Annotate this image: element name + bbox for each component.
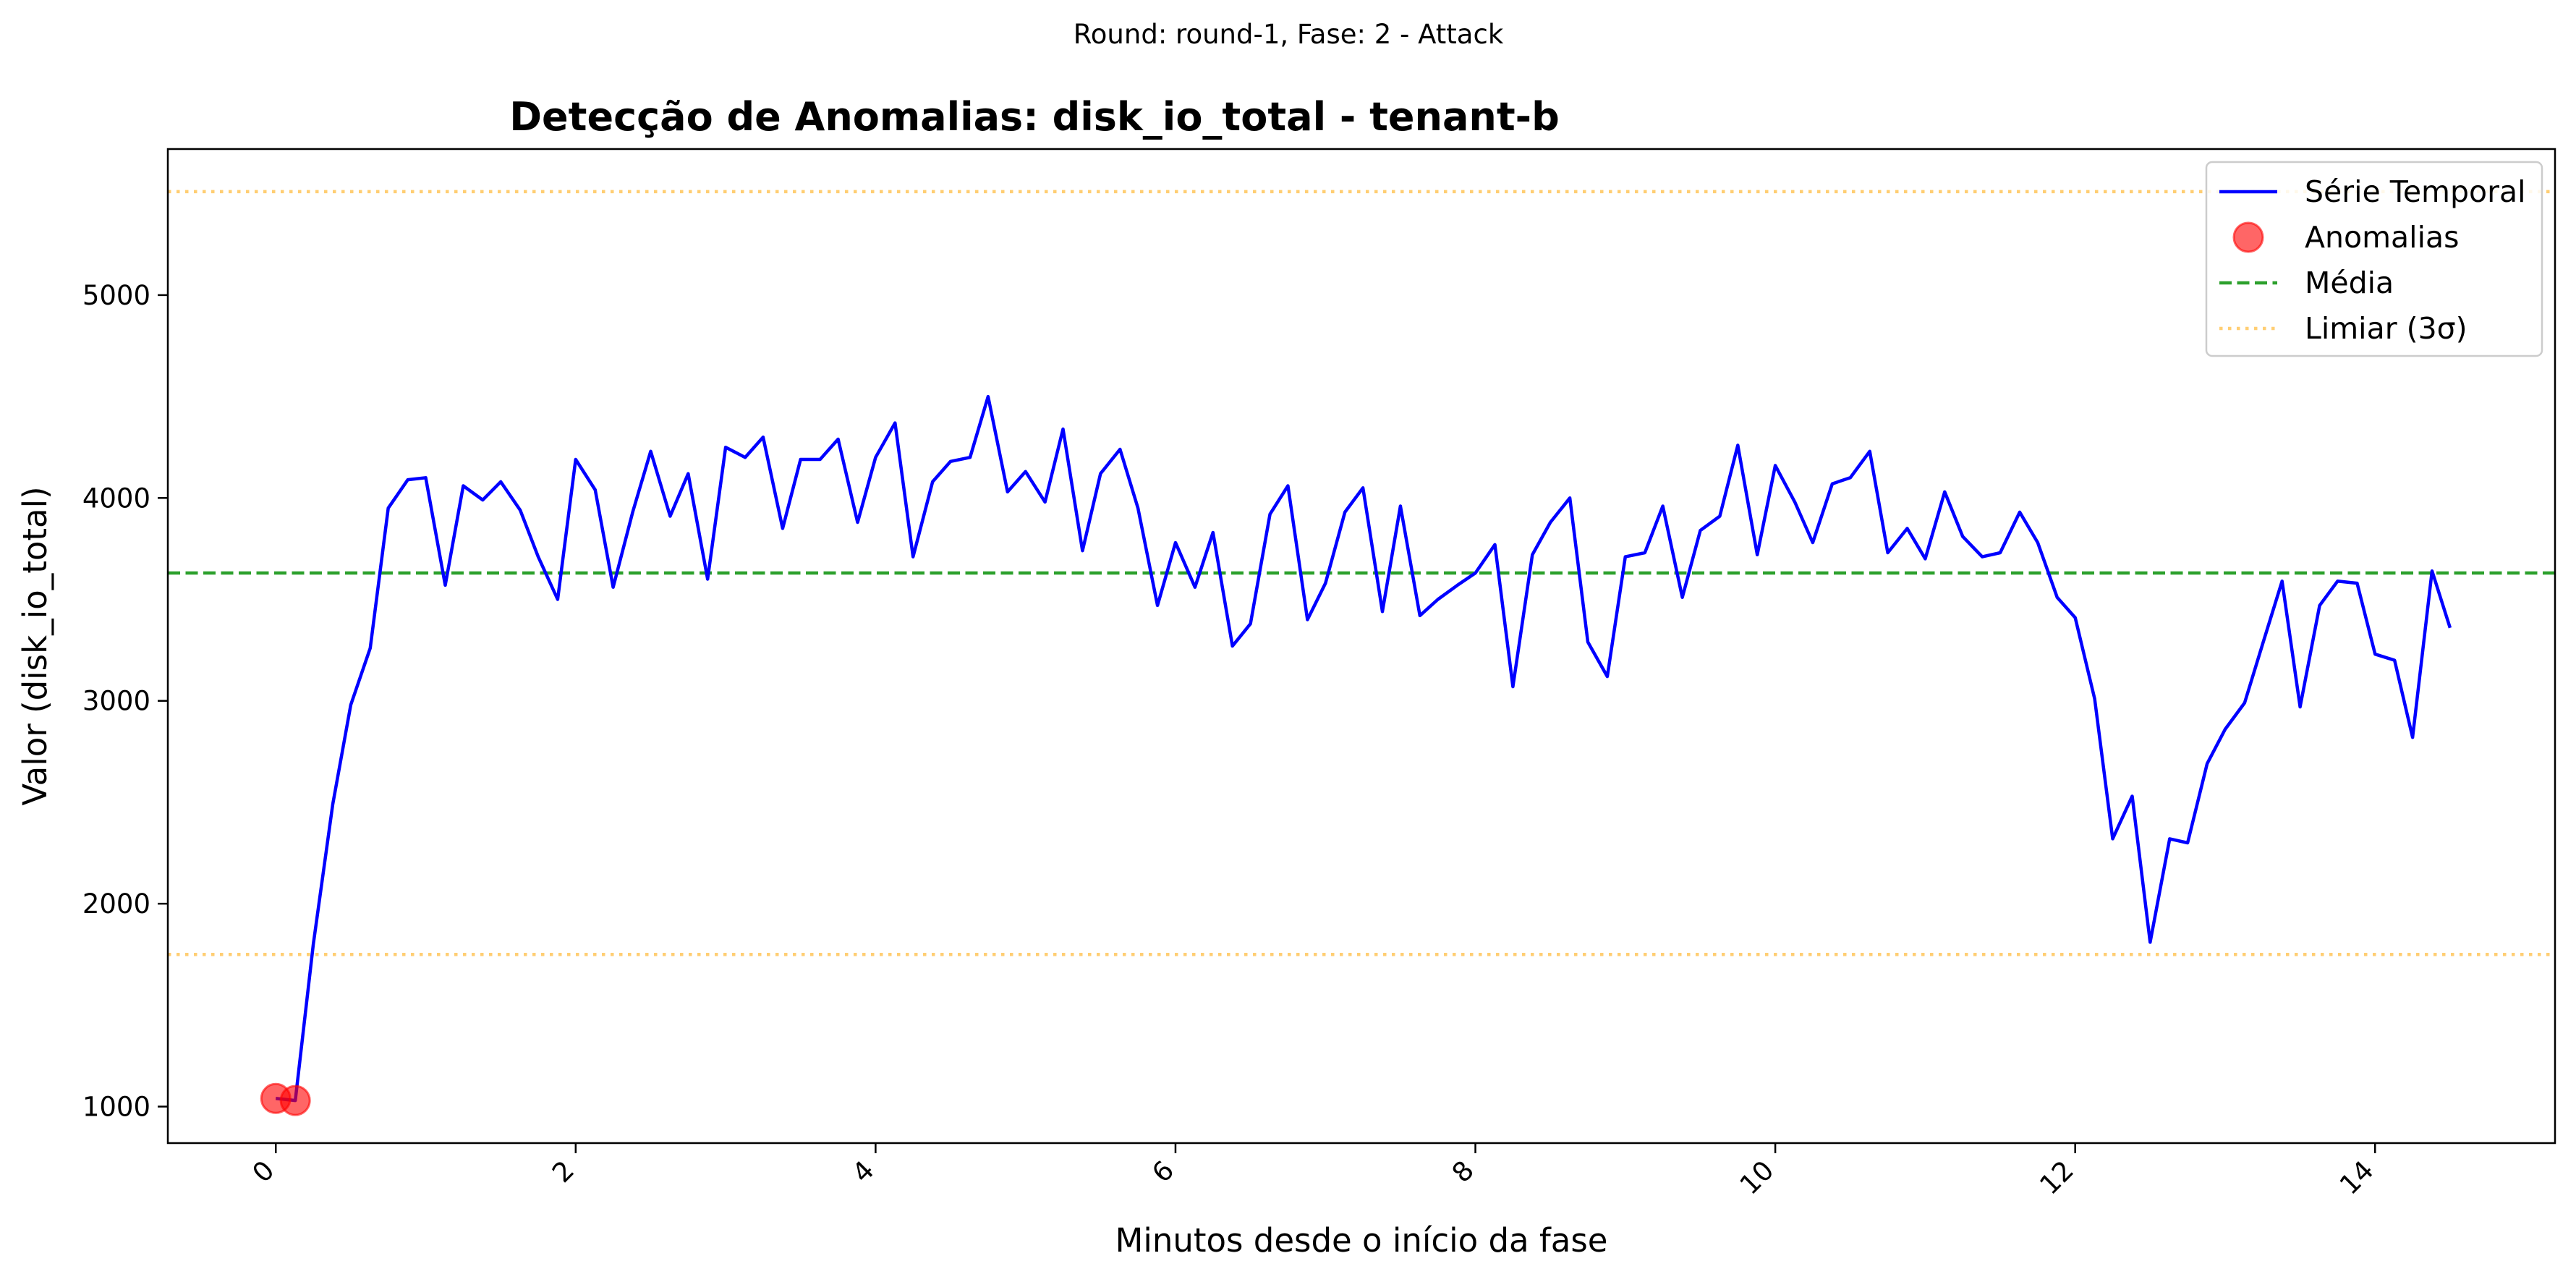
y-axis-label: Valor (disk_io_total) — [16, 486, 54, 805]
plot-frame — [166, 148, 2556, 1145]
x-axis-label: Minutos desde o início da fase — [1115, 1221, 1608, 1260]
x-tick-label: 4 — [846, 1155, 880, 1189]
chart-title: Detecção de Anomalias: disk_io_total - t… — [509, 94, 1560, 140]
x-tick-label: 14 — [2334, 1155, 2380, 1201]
legend-threshold-label: Limiar (3σ) — [2305, 311, 2467, 346]
x-tick-label: 12 — [2033, 1155, 2080, 1201]
axis-ticks: 0 2 4 6 8 10 12 14 1000 2000 3000 4000 5000 — [82, 280, 2380, 1201]
legend-box — [2205, 161, 2543, 357]
x-tick-label: 0 — [247, 1155, 281, 1189]
series-line-serie-temporal — [275, 394, 2452, 1103]
plot-area — [168, 190, 2555, 1116]
chart-suptitle: Round: round-1, Fase: 2 - Attack — [1074, 19, 1504, 50]
legend-mean-label: Média — [2305, 266, 2394, 300]
x-tick-label: 8 — [1446, 1155, 1480, 1189]
legend-series-label: Série Temporal — [2305, 174, 2525, 209]
y-tick-label: 3000 — [82, 686, 150, 717]
legend-anomalies-swatch — [2232, 221, 2264, 253]
y-tick-label: 2000 — [82, 888, 150, 920]
legend-anomalies-label: Anomalias — [2305, 220, 2459, 255]
y-tick-label: 5000 — [82, 280, 150, 311]
x-tick-label: 6 — [1146, 1155, 1180, 1189]
legend: Série Temporal Anomalias Média Limiar (3… — [2205, 161, 2543, 357]
x-tick-label: 2 — [546, 1155, 580, 1189]
anomaly-point — [279, 1084, 311, 1116]
y-tick-label: 4000 — [82, 483, 150, 514]
y-tick-label: 1000 — [82, 1092, 150, 1123]
x-tick-label: 10 — [1734, 1155, 1780, 1201]
